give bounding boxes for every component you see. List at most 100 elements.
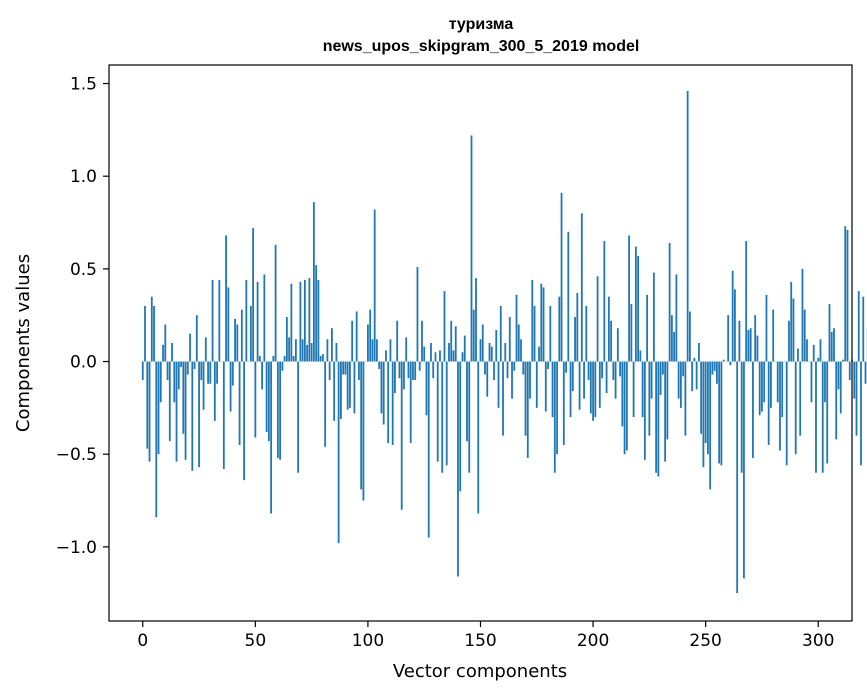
y-tick-label: 0.5: [70, 260, 97, 280]
bar: [189, 333, 191, 362]
bar: [155, 361, 158, 518]
bar: [571, 361, 574, 392]
bar: [423, 346, 426, 362]
x-ticks: 0 50 100 150 200 250 300: [137, 621, 834, 651]
bar: [171, 343, 173, 362]
bar: [826, 361, 829, 464]
bar: [743, 361, 745, 579]
bar: [229, 361, 232, 412]
bar: [333, 361, 336, 421]
bar: [533, 305, 536, 362]
bar: [209, 361, 212, 384]
bar: [463, 335, 466, 362]
bar: [153, 305, 155, 362]
bar: [761, 361, 763, 412]
bar: [661, 361, 664, 375]
bar: [202, 361, 205, 410]
bar: [382, 361, 385, 425]
bar: [495, 330, 498, 362]
bar: [797, 348, 799, 362]
bar: [504, 343, 507, 362]
bar: [634, 246, 637, 362]
bar: [459, 361, 462, 492]
y-tick-label: −0.5: [56, 445, 97, 465]
bar: [222, 361, 225, 470]
bar: [346, 361, 349, 410]
bar: [166, 361, 169, 381]
bar: [486, 361, 489, 397]
bar: [844, 226, 847, 362]
bar: [490, 346, 493, 362]
bar: [745, 241, 748, 362]
bar: [407, 361, 410, 379]
bar: [709, 361, 712, 490]
bar: [551, 361, 554, 418]
bar: [565, 361, 567, 373]
x-tick-label: 200: [577, 631, 609, 651]
bar: [790, 281, 793, 362]
bar: [326, 339, 329, 362]
bar: [700, 361, 703, 434]
bar: [398, 361, 401, 379]
bar: [204, 337, 207, 362]
bar: [436, 361, 439, 462]
bar: [369, 309, 372, 362]
bar: [833, 328, 835, 362]
bar: [837, 361, 840, 390]
bar: [308, 278, 311, 362]
bar: [767, 361, 770, 445]
bar: [358, 361, 360, 381]
bar: [513, 361, 516, 371]
bar: [274, 244, 277, 362]
bar: [641, 361, 644, 418]
bar: [639, 350, 642, 362]
bar: [664, 361, 667, 462]
bar: [578, 361, 581, 410]
bar: [376, 339, 378, 362]
bar: [540, 283, 543, 362]
bar: [367, 324, 369, 362]
bar: [722, 359, 725, 362]
bar: [457, 361, 459, 577]
bar: [607, 296, 610, 362]
bar: [394, 361, 396, 394]
bar: [531, 279, 534, 362]
bar: [801, 268, 804, 362]
bar: [355, 311, 358, 362]
bar: [517, 324, 520, 362]
bar: [727, 315, 730, 362]
bar: [677, 361, 680, 399]
bar: [186, 361, 189, 375]
bar: [441, 361, 444, 473]
bar: [860, 361, 862, 466]
bar: [713, 361, 716, 371]
bar: [729, 361, 732, 366]
bar: [704, 361, 707, 444]
bar: [452, 350, 455, 362]
bar: [351, 320, 354, 362]
bar: [373, 209, 376, 362]
bar: [835, 361, 838, 440]
bar: [261, 361, 263, 390]
bar: [306, 344, 309, 362]
bar: [324, 361, 327, 447]
bar: [765, 294, 768, 362]
bar: [605, 361, 608, 394]
bar: [515, 294, 518, 362]
y-tick-label: 1.0: [70, 167, 97, 187]
bar: [416, 267, 419, 362]
bars-group: [141, 90, 867, 594]
bar: [630, 304, 633, 362]
bar: [716, 361, 718, 384]
bar: [294, 339, 297, 362]
bar: [468, 361, 471, 473]
bar: [806, 339, 808, 362]
bar: [279, 361, 282, 460]
bar: [475, 278, 477, 362]
bar: [312, 202, 315, 362]
bar: [621, 361, 624, 427]
bar: [484, 361, 486, 375]
bar: [632, 361, 635, 418]
bar: [738, 320, 741, 362]
